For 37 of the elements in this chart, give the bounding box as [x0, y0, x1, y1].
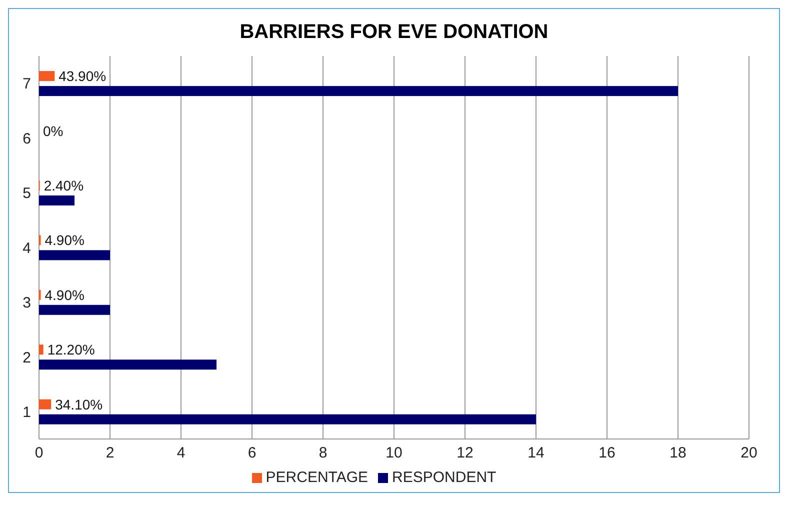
- y-tick-label: 1: [22, 404, 31, 421]
- x-tick-label: 6: [248, 444, 256, 462]
- data-label: 4.90%: [44, 232, 84, 248]
- data-label: 0%: [43, 122, 64, 139]
- y-tick-label: 2: [22, 349, 31, 366]
- x-tick-label: 20: [740, 444, 758, 462]
- bar: [39, 414, 536, 424]
- y-tick-label: 7: [22, 76, 31, 93]
- bar: [39, 71, 55, 82]
- x-tick-label: 2: [106, 444, 114, 462]
- x-tick-label: 14: [528, 444, 544, 462]
- x-tick-label: 8: [318, 444, 328, 462]
- bar: [39, 86, 678, 96]
- data-label: 4.90%: [44, 286, 84, 303]
- bar: [39, 195, 74, 206]
- data-label: 2.40%: [44, 177, 84, 194]
- y-tick-label: 3: [22, 294, 31, 312]
- legend-label: PERCENTAGE: [266, 469, 368, 486]
- x-tick-label: 18: [670, 444, 686, 462]
- data-label: 34.10%: [55, 396, 103, 412]
- bar: [39, 304, 110, 315]
- bar: [39, 344, 44, 355]
- y-tick-label: 4: [22, 240, 31, 257]
- bar: [39, 399, 52, 410]
- x-tick-label: 0: [34, 444, 44, 462]
- data-label: 43.90%: [58, 68, 106, 84]
- x-tick-label: 12: [456, 444, 474, 462]
- bar: [39, 250, 110, 260]
- x-tick-label: 4: [176, 444, 186, 462]
- x-tick-label: 16: [598, 444, 616, 462]
- legend-label: RESPONDENT: [392, 469, 496, 486]
- y-tick-label: 5: [22, 185, 31, 202]
- data-label: 12.20%: [47, 342, 95, 358]
- bar: [39, 360, 216, 370]
- chart-title: BARRIERS FOR EVE DONATION: [238, 21, 550, 44]
- x-tick-label: 10: [386, 444, 402, 462]
- y-tick-label: 6: [22, 130, 31, 148]
